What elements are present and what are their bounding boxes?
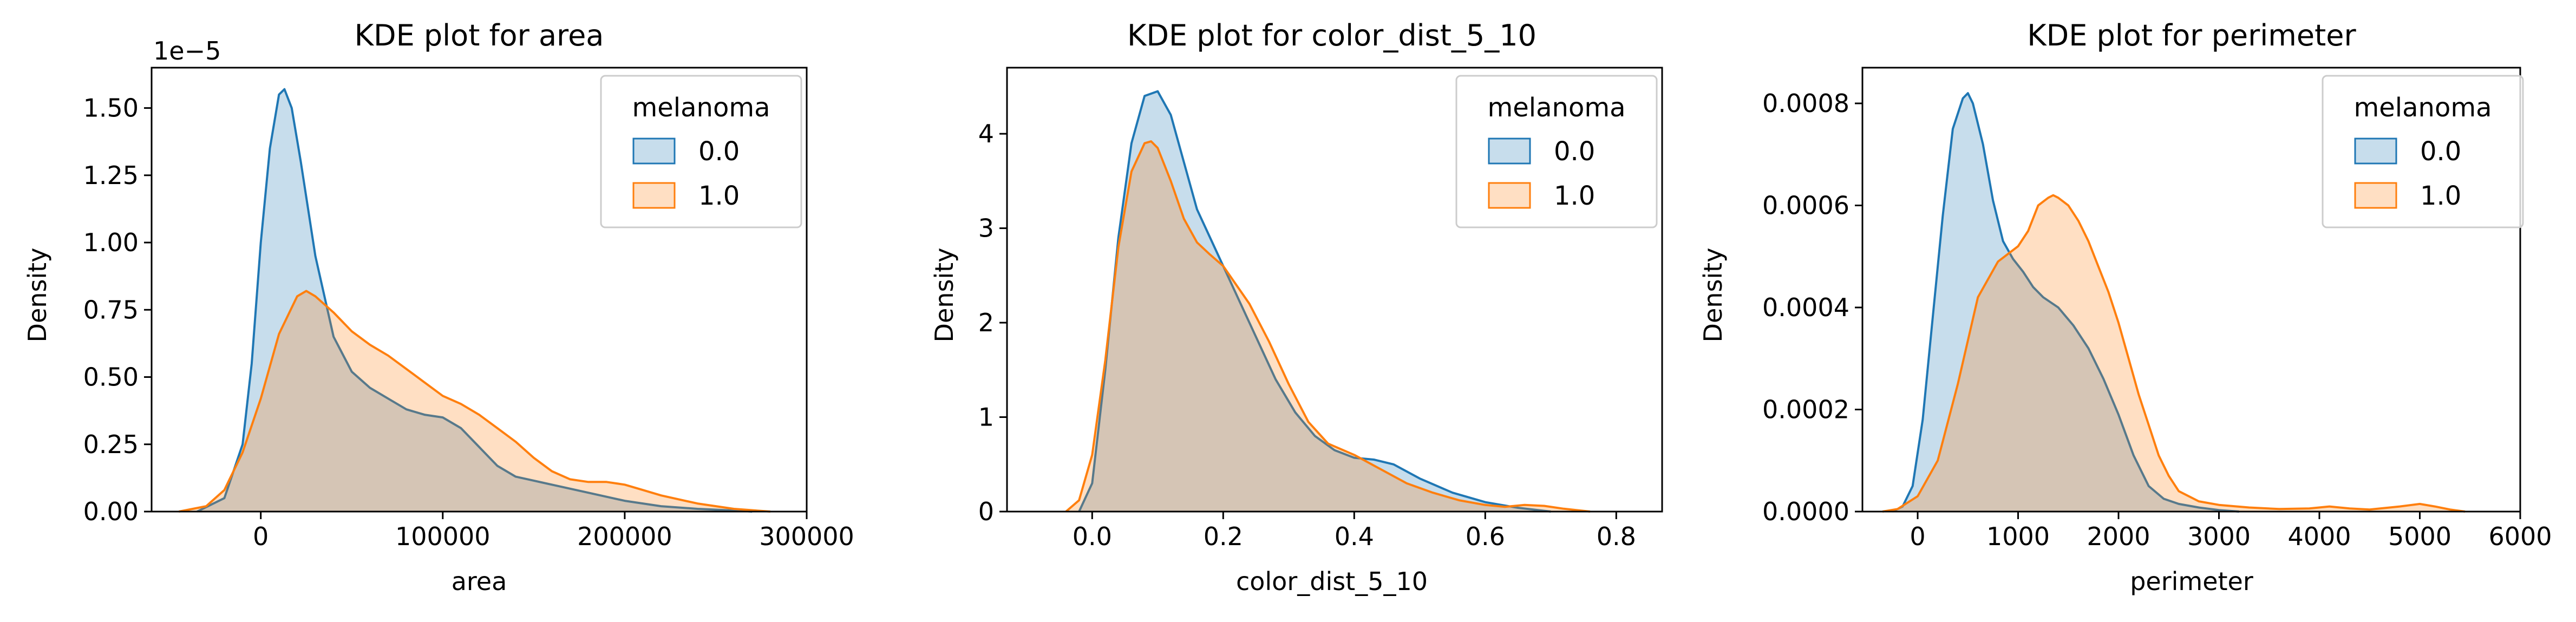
x-tick-label: 300000 — [759, 522, 854, 551]
y-tick-label: 3 — [978, 214, 994, 243]
y-axis-label: Density — [23, 248, 52, 343]
series-1-area — [179, 291, 770, 512]
legend-label-1: 1.0 — [698, 181, 740, 211]
axes-frame — [1006, 67, 1663, 513]
y-tick-label: 0.25 — [83, 430, 139, 459]
y-ticks: 0.0000 0.0002 0.0004 0.0006 0.0008 — [1762, 89, 1862, 526]
y-tick-label: 1 — [978, 403, 994, 432]
x-tick-label: 0 — [253, 522, 269, 551]
legend-label-1: 1.0 — [2420, 181, 2461, 211]
x-axis-label: area — [452, 567, 507, 596]
chart-title: KDE plot for color_dist_5_10 — [1127, 18, 1537, 53]
y-tick-label: 4 — [978, 119, 994, 148]
legend-title: melanoma — [2354, 93, 2492, 123]
series-0-area — [1892, 93, 2239, 512]
legend: melanoma 0.0 1.0 — [1455, 75, 1658, 228]
x-tick-label: 3000 — [2187, 522, 2251, 551]
x-ticks: 0.0 0.2 0.4 0.6 0.8 — [1073, 512, 1636, 551]
series-0-line — [1892, 92, 2239, 513]
x-tick-label: 200000 — [577, 522, 672, 551]
y-axis-label: Density — [1698, 248, 1728, 343]
legend-swatch-1 — [632, 182, 676, 209]
legend-swatch-0 — [1488, 138, 1531, 165]
axes-frame — [151, 67, 808, 513]
series-1-line — [1882, 194, 2466, 513]
legend-box — [1455, 75, 1658, 228]
y-tick-label: 2 — [978, 308, 994, 337]
legend-swatch-0 — [632, 138, 676, 165]
x-axis-label: perimeter — [2130, 567, 2253, 596]
legend: melanoma 0.0 1.0 — [2322, 75, 2524, 228]
y-ticks: 0 1 2 3 4 — [978, 119, 1007, 526]
plot-area — [1861, 67, 2521, 513]
plot-area — [1006, 67, 1663, 513]
y-tick-label: 1.25 — [83, 161, 139, 190]
y-tick-label: 1.00 — [83, 228, 139, 257]
y-tick-label: 1.50 — [83, 94, 139, 123]
legend-label-0: 0.0 — [698, 136, 740, 167]
legend-title: melanoma — [632, 93, 770, 123]
legend-box — [2322, 75, 2524, 228]
panel-color-dist: KDE plot for color_dist_5_10 color_dist_… — [930, 18, 1663, 596]
series-0-line — [1078, 90, 1551, 513]
x-tick-label: 6000 — [2488, 522, 2552, 551]
axes-frame — [1861, 67, 2521, 513]
y-axis-label: Density — [930, 248, 959, 343]
x-ticks: 0 100000 200000 300000 — [253, 512, 854, 551]
legend-label-1: 1.0 — [1554, 181, 1595, 211]
legend-title: melanoma — [1488, 93, 1626, 123]
x-tick-label: 5000 — [2388, 522, 2451, 551]
x-tick-label: 100000 — [395, 522, 491, 551]
y-tick-label: 0.0000 — [1762, 497, 1849, 526]
x-axis-label: color_dist_5_10 — [1236, 567, 1428, 596]
series-0-line — [197, 88, 753, 513]
y-tick-label: 0.0004 — [1762, 293, 1849, 322]
y-tick-label: 0 — [978, 497, 994, 526]
chart-title: KDE plot for perimeter — [2027, 18, 2356, 53]
x-tick-label: 0.2 — [1204, 522, 1243, 551]
x-tick-label: 0.4 — [1335, 522, 1374, 551]
y-tick-label: 0.50 — [83, 363, 139, 392]
chart-title: KDE plot for area — [355, 18, 604, 53]
series-0-area — [1079, 91, 1551, 512]
x-ticks: 0 1000 2000 3000 4000 5000 6000 — [1910, 512, 2552, 551]
legend-label-0: 0.0 — [1554, 136, 1595, 167]
offset-label: 1e−5 — [153, 36, 221, 66]
series-1-area — [1065, 141, 1590, 512]
x-tick-label: 1000 — [1986, 522, 2050, 551]
legend: melanoma 0.0 1.0 — [600, 75, 802, 228]
panel-area: KDE plot for area 1e−5 area Density 0 100… — [23, 18, 854, 596]
panel-perimeter: KDE plot for perimeter perimeter Density… — [1698, 18, 2552, 596]
series-1-line — [179, 290, 770, 513]
y-tick-label: 0.75 — [83, 295, 139, 324]
x-tick-label: 0.0 — [1073, 522, 1112, 551]
y-tick-label: 0.00 — [83, 497, 139, 526]
series-1-area — [1882, 195, 2465, 512]
legend-label-0: 0.0 — [2420, 136, 2461, 167]
series-1-line — [1065, 140, 1591, 513]
legend-swatch-1 — [2354, 182, 2397, 209]
legend-box — [600, 75, 802, 228]
y-ticks: 0.00 0.25 0.50 0.75 1.00 1.25 1.50 — [83, 94, 152, 526]
plot-area — [151, 67, 808, 513]
series-0-area — [197, 89, 753, 512]
x-tick-label: 0.6 — [1466, 522, 1505, 551]
y-tick-label: 0.0002 — [1762, 395, 1849, 424]
y-tick-label: 0.0008 — [1762, 89, 1849, 118]
x-tick-label: 4000 — [2287, 522, 2351, 551]
legend-swatch-0 — [2354, 138, 2397, 165]
x-tick-label: 0.8 — [1597, 522, 1636, 551]
x-tick-label: 0 — [1910, 522, 1925, 551]
y-tick-label: 0.0006 — [1762, 191, 1849, 220]
legend-swatch-1 — [1488, 182, 1531, 209]
x-tick-label: 2000 — [2087, 522, 2150, 551]
